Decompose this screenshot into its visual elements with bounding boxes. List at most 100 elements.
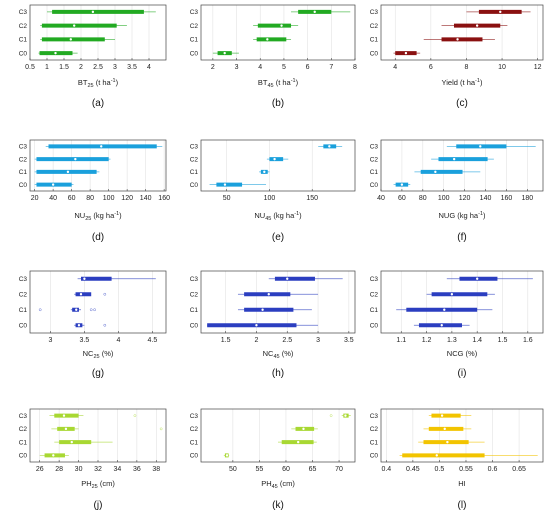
median-marker (442, 427, 447, 431)
x-tick-label: 3 (113, 64, 117, 71)
category-label: C3 (190, 276, 199, 283)
category-label: C2 (370, 292, 379, 299)
category-label: C1 (19, 439, 28, 446)
category-label: C3 (190, 9, 199, 16)
outlier-point (103, 292, 107, 296)
median-marker (53, 51, 58, 55)
x-tick-label: 4 (393, 64, 397, 71)
median-marker (223, 182, 227, 187)
outlier-point (329, 414, 333, 417)
category-label: C0 (19, 323, 28, 330)
box (75, 292, 92, 297)
median-marker (498, 10, 503, 14)
panel-caption: (b) (272, 98, 284, 109)
x-tick-label: 1 (45, 64, 49, 71)
x-tick-label: 8 (353, 64, 357, 71)
median-marker (66, 170, 70, 174)
x-tick-label: 1.2 (422, 337, 432, 344)
category-label: C0 (190, 50, 199, 57)
x-axis-label: NCG (%) (447, 349, 478, 358)
x-tick-label: 3 (316, 337, 320, 344)
axes-frame (380, 408, 544, 463)
panel-caption: (j) (94, 500, 103, 511)
x-axis-label: HI (458, 479, 466, 488)
panel-f: 40 60 80 100 120 140 160 180 C3 C2 C1 C0 NUG (kg ha-… (370, 139, 544, 243)
outlier-point (89, 308, 93, 312)
x-axis-label: Yield (t ha-1) (442, 78, 483, 87)
category-label: C2 (19, 292, 28, 299)
x-tick-label: 60 (282, 466, 290, 473)
outlier-point (159, 427, 163, 431)
x-tick-label: 180 (521, 195, 533, 202)
category-label: C3 (19, 276, 28, 283)
median-marker (74, 307, 79, 312)
category-label: C2 (190, 156, 199, 163)
x-tick-label: 140 (480, 195, 492, 202)
x-axis-label: PH25 (cm) (81, 479, 115, 490)
median-marker (450, 292, 454, 297)
x-tick-label: 50 (223, 195, 231, 202)
x-tick-label: 20 (31, 195, 39, 202)
x-axis-label: BT25 (t ha-1) (78, 78, 119, 89)
axes-frame (380, 270, 544, 334)
box (402, 453, 485, 458)
median-marker (91, 10, 95, 14)
x-tick-label: 0.65 (512, 466, 526, 473)
median-marker (222, 51, 227, 55)
category-label: C2 (190, 426, 199, 433)
x-tick-label: 1.3 (447, 337, 457, 344)
category-label: C3 (370, 413, 379, 420)
x-tick-label: 7 (329, 64, 333, 71)
category-label: C1 (19, 307, 28, 314)
x-tick-label: 1.5 (498, 337, 508, 344)
median-marker (62, 413, 66, 418)
outlier-point (133, 414, 137, 417)
x-axis-label: NU25 (kg ha-1) (74, 211, 122, 222)
x-tick-label: 26 (36, 466, 44, 473)
x-tick-label: 2 (254, 337, 258, 344)
outlier-point (103, 323, 107, 327)
box (256, 37, 287, 42)
median-marker (265, 37, 270, 42)
category-label: C3 (370, 144, 379, 151)
median-marker (69, 37, 73, 42)
median-marker (82, 276, 87, 281)
box (244, 307, 294, 312)
panel-caption: (h) (272, 368, 284, 379)
category-label: C1 (190, 169, 199, 176)
category-label: C3 (190, 413, 199, 420)
axes-frame (200, 4, 356, 61)
category-label: C0 (190, 182, 199, 189)
category-label: C0 (19, 182, 28, 189)
category-label: C0 (19, 453, 28, 460)
median-marker (327, 144, 332, 149)
median-marker (72, 23, 76, 28)
panel-j: 26 28 30 32 34 36 38 C3 C2 C1 C0 PH25 (cm) (j) (19, 408, 167, 511)
panel-i: 1.1 1.2 1.3 1.4 1.5 1.6 C3 C2 C1 C0 NCG (%) (i) (370, 270, 544, 379)
panel-caption: (d) (92, 232, 104, 243)
panel-h: 1.5 2 2.5 3 3.5 C3 C2 C1 C0 NC45 (%) (h) (190, 270, 356, 379)
median-marker (266, 292, 271, 297)
median-marker (343, 413, 348, 418)
x-tick-label: 40 (49, 195, 57, 202)
category-label: C0 (370, 453, 379, 460)
x-tick-label: 3.5 (127, 64, 137, 71)
panel-caption: (c) (456, 98, 468, 109)
x-tick-label: 55 (256, 466, 264, 473)
median-marker (262, 170, 267, 174)
axes-frame (200, 270, 356, 334)
panel-k: 50 55 60 65 70 C3 C2 C1 C0 PH45 (cm) (k) (190, 408, 356, 511)
x-tick-label: 100 (103, 195, 115, 202)
axes-frame (200, 408, 356, 463)
category-label: C3 (19, 144, 28, 151)
x-tick-label: 32 (94, 466, 102, 473)
x-tick-label: 2.5 (93, 64, 103, 71)
x-tick-label: 0.4 (381, 466, 391, 473)
category-label: C1 (19, 169, 28, 176)
x-tick-label: 2.5 (282, 337, 292, 344)
x-tick-label: 4.5 (148, 337, 158, 344)
x-tick-label: 30 (75, 466, 83, 473)
median-marker (475, 23, 479, 28)
category-label: C2 (190, 292, 199, 299)
x-tick-label: 4 (116, 337, 120, 344)
